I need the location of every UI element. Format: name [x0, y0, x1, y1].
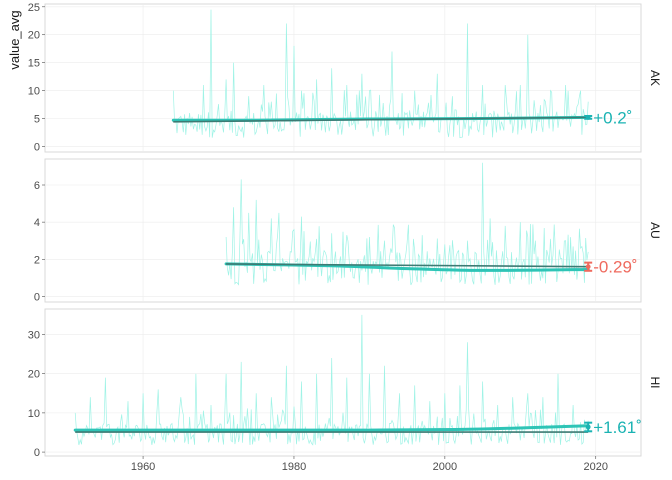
y-tick-label: 0: [34, 141, 40, 153]
trend-line-ak: [173, 116, 589, 123]
smooth-line-hi: [73, 424, 590, 432]
y-tick-label: 25: [28, 2, 40, 14]
panel-ak: [44, 3, 642, 153]
facet-strip-hi: HI: [648, 377, 662, 389]
endpoint-errorbar-hi: [584, 421, 593, 433]
y-tick-label: 0: [34, 447, 40, 459]
raw-series-au: [225, 162, 589, 286]
y-tick-label: 10: [28, 408, 40, 420]
change-label-hi: +1.61˚: [593, 418, 642, 437]
change-label-au: -0.29˚: [593, 258, 637, 277]
y-axis-title: value_avg: [7, 10, 22, 69]
panel-au: [44, 158, 642, 303]
x-tick-label: 2000: [433, 461, 457, 473]
facet-strip-ak: AK: [648, 70, 662, 86]
y-tick-label: 15: [28, 58, 40, 70]
endpoint-errorbar-ak: [584, 114, 593, 120]
facet-strip-au: AU: [648, 222, 662, 239]
endpoint-errorbar-au: [584, 261, 593, 272]
y-tick-label: 5: [34, 113, 40, 125]
change-label-ak: +0.2˚: [593, 108, 632, 127]
x-tick-label: 2020: [583, 461, 607, 473]
trend-line-au: [226, 263, 589, 268]
x-tick-label: 1960: [131, 461, 155, 473]
y-tick-label: 6: [34, 180, 40, 192]
y-tick-label: 0: [34, 291, 40, 303]
y-tick-label: 4: [34, 217, 40, 229]
raw-series-ak: [172, 9, 589, 139]
y-tick-label: 20: [28, 30, 40, 42]
y-tick-label: 2: [34, 254, 40, 266]
x-tick-label: 1980: [282, 461, 306, 473]
y-tick-label: 10: [28, 86, 40, 98]
y-tick-label: 20: [28, 369, 40, 381]
y-tick-label: 30: [28, 329, 40, 341]
